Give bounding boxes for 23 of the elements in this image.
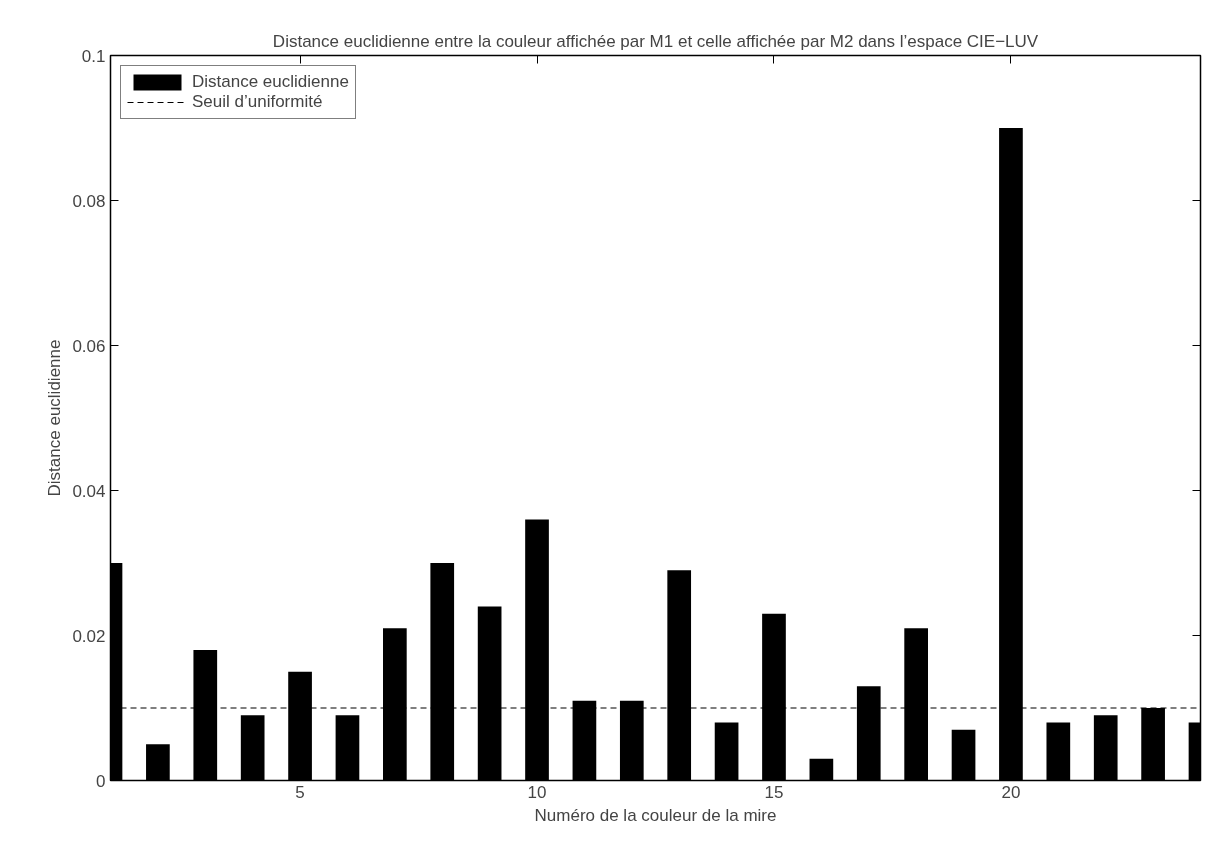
- bar: [1046, 722, 1071, 781]
- bar: [146, 744, 170, 781]
- y-tick-label: 0.06: [72, 336, 106, 356]
- x-tick-label: 20: [1001, 782, 1021, 802]
- x-axis-title: Numéro de la couleur de la mire: [534, 805, 777, 825]
- x-tick-label: 5: [295, 782, 305, 802]
- x-tick-label: 10: [527, 782, 547, 802]
- y-tick-label: 0.02: [72, 626, 106, 646]
- bar: [335, 715, 360, 781]
- y-tick-label: 0.08: [72, 191, 106, 211]
- bar: [951, 729, 976, 781]
- legend-label: Distance euclidienne: [192, 72, 349, 92]
- legend-label: Seuil d’uniformité: [192, 92, 323, 112]
- y-axis-title: Distance euclidienne: [45, 339, 65, 497]
- chart-title: Distance euclidienne entre la couleur affichée par M1 et celle affichée par M2 dans l’espace CIE−LUV: [272, 31, 1039, 51]
- x-tick-label: 15: [764, 782, 784, 802]
- y-tick-label: 0.1: [81, 46, 106, 66]
- bar: [809, 758, 834, 781]
- bar: [1093, 715, 1118, 781]
- y-tick-label: 0.04: [72, 481, 106, 501]
- y-tick-label: 0: [96, 771, 106, 791]
- bar: [714, 722, 739, 781]
- bar: [240, 715, 265, 781]
